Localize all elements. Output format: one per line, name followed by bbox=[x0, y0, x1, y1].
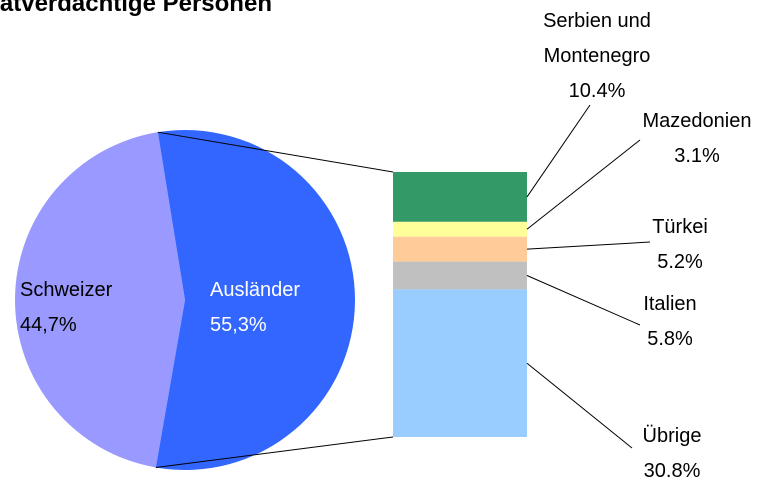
pie-value-label: 55,3% bbox=[210, 314, 267, 336]
leader-line bbox=[526, 104, 591, 198]
pie-label: Ausländer bbox=[210, 279, 301, 301]
connector bbox=[157, 131, 394, 173]
bar-segment bbox=[393, 289, 527, 437]
leader-line bbox=[526, 275, 641, 326]
bar-label: Übrige bbox=[642, 425, 702, 447]
connector bbox=[155, 436, 394, 468]
leader-line bbox=[526, 139, 641, 230]
bar-value-label: 3.1% bbox=[674, 145, 720, 167]
pie-value-label: 44,7% bbox=[20, 314, 77, 336]
leader-line bbox=[526, 241, 651, 250]
bar-value-label: 30.8% bbox=[643, 460, 701, 478]
bar-segment bbox=[393, 261, 527, 290]
bar-value-label: 5.2% bbox=[657, 251, 703, 273]
bar-label: Mazedonien bbox=[642, 110, 752, 132]
leader-line bbox=[526, 362, 633, 449]
bar-label: Serbien und Montenegro bbox=[543, 10, 651, 67]
pie-slice bbox=[155, 130, 355, 471]
bar-value-label: 5.8% bbox=[647, 328, 693, 350]
chart-title: Tatverdächtige Personen bbox=[0, 0, 272, 17]
bar-label: Türkei bbox=[652, 216, 708, 238]
bar-value-label: 10.4% bbox=[568, 80, 626, 102]
bar-segment bbox=[393, 221, 527, 237]
pie-label: Schweizer bbox=[20, 279, 113, 301]
pie-slice bbox=[14, 132, 186, 468]
bar-label: Italien bbox=[643, 293, 697, 315]
bar-segment bbox=[393, 172, 527, 222]
bar-segment bbox=[393, 236, 527, 262]
